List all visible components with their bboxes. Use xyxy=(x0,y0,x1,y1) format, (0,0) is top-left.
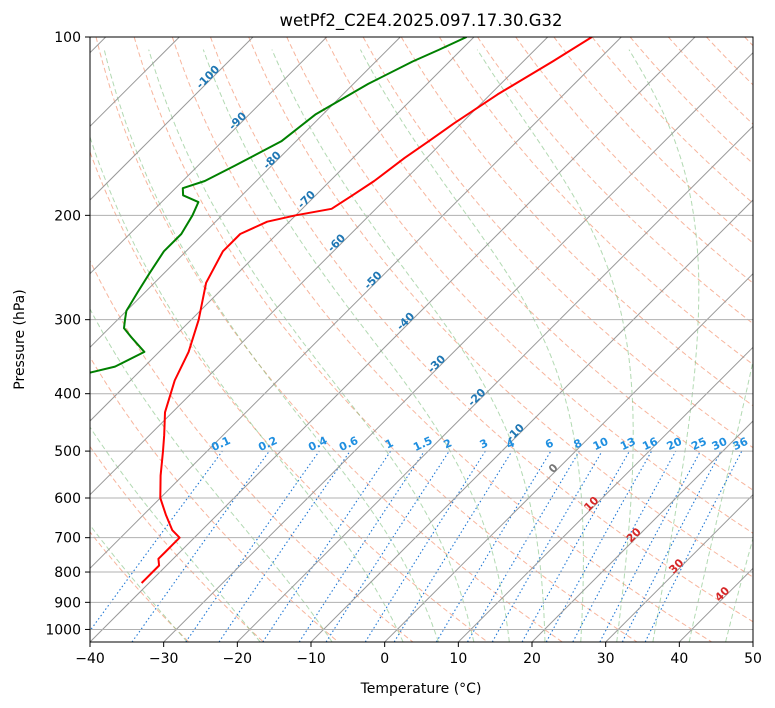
axes: −40 −30 −20 −10 0 10 20 30 40 50 100 200 300 400 500 60… xyxy=(45,30,762,667)
isotherm xyxy=(90,37,696,642)
mixing-ratio-line xyxy=(90,450,223,632)
y-tick-label: 900 xyxy=(54,595,81,611)
isotherm xyxy=(163,51,753,642)
y-tick-label: 700 xyxy=(54,531,81,547)
x-axis-label: Temperature (°C) xyxy=(360,681,482,697)
mixing-ratio-line xyxy=(131,450,270,642)
dry-adiabat xyxy=(629,37,753,165)
isotherm xyxy=(457,346,753,642)
mixing-ratio-label: 13 xyxy=(618,435,637,453)
mixing-ratio-label: 20 xyxy=(665,435,685,453)
isotherm xyxy=(605,493,753,642)
x-tick-label: 0 xyxy=(380,651,389,667)
mixing-ratio-line xyxy=(218,450,351,642)
y-tick-label: 800 xyxy=(54,565,81,581)
moist-adiabat xyxy=(271,49,546,642)
mixing-ratio-label: 10 xyxy=(591,435,611,453)
background-lines xyxy=(90,37,753,642)
x-tick-label: −40 xyxy=(75,651,105,667)
dry-adiabat xyxy=(286,37,753,534)
moist-adiabat xyxy=(628,49,700,642)
mixing-ratio-line xyxy=(185,450,320,642)
mixing-ratio-line xyxy=(325,450,450,642)
isotherm xyxy=(90,37,549,496)
dry-adiabat xyxy=(90,259,414,642)
mixing-ratio-line xyxy=(521,450,630,642)
dry-adiabat xyxy=(133,37,638,642)
temperature-profile xyxy=(140,37,593,584)
isotherm xyxy=(531,420,753,642)
dry-adiabat xyxy=(400,37,753,407)
isotherm xyxy=(90,37,254,201)
dry-adiabat xyxy=(90,445,264,642)
mixing-ratio-label: 16 xyxy=(640,435,660,453)
x-tick-label: 20 xyxy=(523,651,541,667)
y-tick-label: 100 xyxy=(54,30,81,46)
dry-adiabat xyxy=(95,37,563,642)
isotherm xyxy=(90,37,401,349)
y-tick-label: 300 xyxy=(54,313,81,329)
x-tick-label: 40 xyxy=(670,651,688,667)
dry-adiabat xyxy=(438,37,753,366)
dry-adiabat xyxy=(324,37,753,491)
isotherm xyxy=(236,125,753,642)
y-tick-label: 1000 xyxy=(45,622,81,638)
y-axis-label: Pressure (hPa) xyxy=(12,289,28,389)
mixing-ratio-line xyxy=(298,450,425,642)
plot-frame xyxy=(89,36,754,643)
dry-adiabat xyxy=(90,356,339,642)
moist-adiabat xyxy=(476,49,634,642)
moist-adiabat xyxy=(202,49,510,642)
x-tick-label: −20 xyxy=(223,651,253,667)
mixing-ratio-label: 36 xyxy=(731,435,751,453)
isotherm xyxy=(90,37,475,422)
mixing-ratio-line xyxy=(572,450,677,642)
mixing-ratio-line xyxy=(545,450,653,642)
y-tick-label: 500 xyxy=(54,444,81,460)
y-tick-label: 200 xyxy=(54,208,81,224)
mixing-ratio-label: 25 xyxy=(689,435,708,453)
x-tick-label: −10 xyxy=(296,651,326,667)
isotherm xyxy=(90,37,328,275)
y-tick-label: 600 xyxy=(54,491,81,507)
profile-lines xyxy=(90,37,593,584)
dry-adiabat xyxy=(210,37,753,623)
dry-adiabat xyxy=(171,37,712,642)
x-tick-label: 50 xyxy=(744,651,762,667)
moist-adiabat xyxy=(725,536,753,642)
chart-title: wetPf2_C2E4.2025.097.17.30.G32 xyxy=(279,11,562,31)
x-tick-label: −30 xyxy=(149,651,179,667)
x-tick-label: 10 xyxy=(449,651,467,667)
mixing-ratio-label: 30 xyxy=(710,435,730,453)
moist-adiabat xyxy=(103,49,439,642)
x-tick-label: 30 xyxy=(597,651,615,667)
moist-adiabat xyxy=(90,135,404,642)
mixing-ratio-line xyxy=(262,450,392,642)
moist-adiabat xyxy=(90,308,333,642)
dry-adiabat xyxy=(515,37,753,284)
moist-adiabat xyxy=(148,49,475,642)
isotherm xyxy=(384,272,753,642)
dewpoint-profile xyxy=(90,37,468,374)
dry-adiabat xyxy=(553,37,753,244)
moist-adiabat xyxy=(688,358,753,642)
y-tick-label: 400 xyxy=(54,387,81,403)
dry-adiabat xyxy=(248,37,753,578)
mixing-ratio-line xyxy=(393,450,513,642)
mixing-ratio-line xyxy=(644,450,743,642)
isotherm xyxy=(90,37,622,570)
isotherm xyxy=(310,199,753,642)
